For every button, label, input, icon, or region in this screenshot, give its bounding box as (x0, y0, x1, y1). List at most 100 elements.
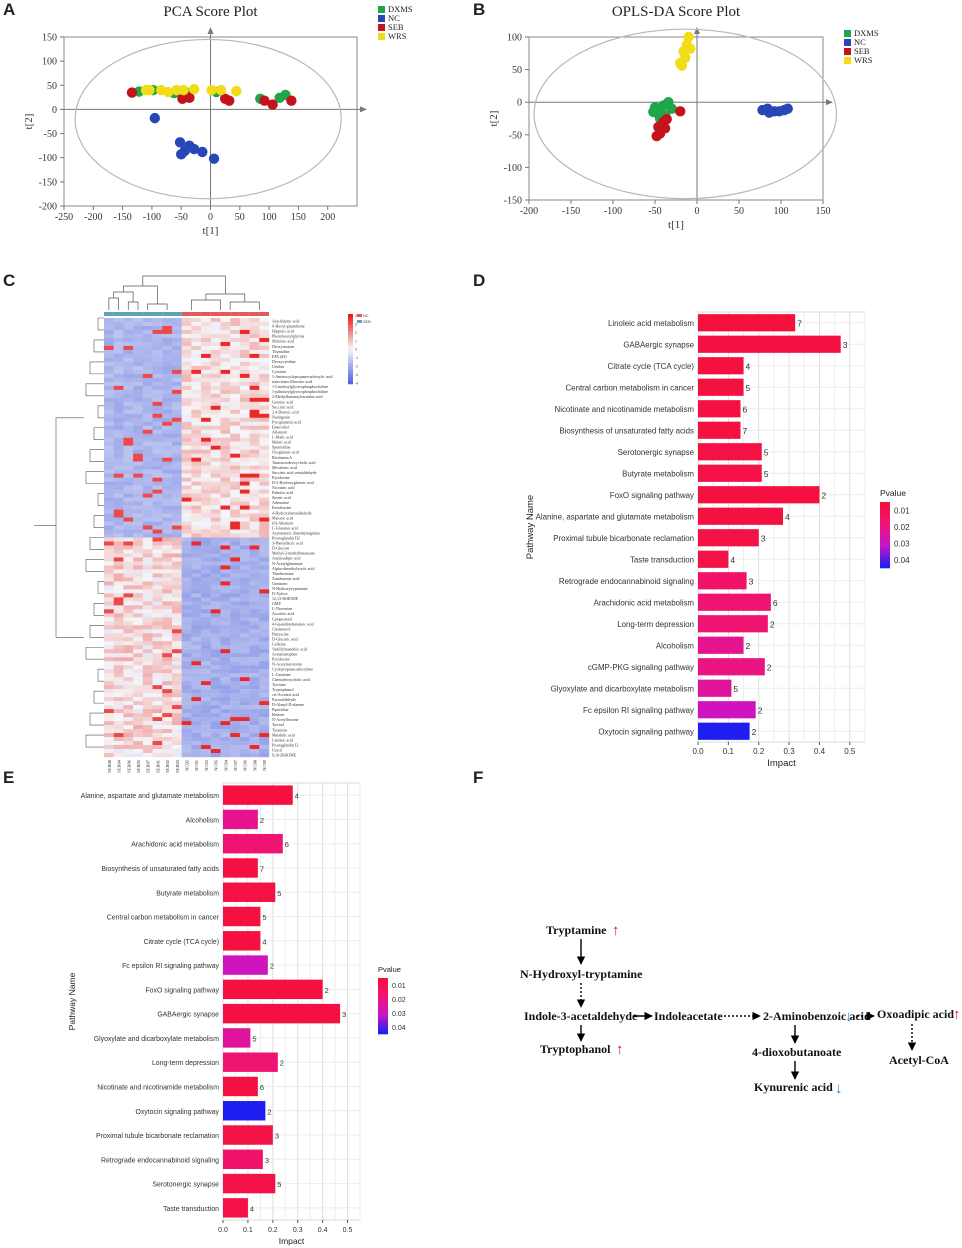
row-dendrogram (34, 317, 104, 748)
heatmap-cell (113, 545, 124, 550)
bar-count-label: 7 (260, 864, 264, 873)
group-bar-cell (152, 312, 163, 316)
heatmap-cell (142, 677, 153, 682)
heatmap-cell (113, 505, 124, 510)
heatmap-cell (133, 593, 144, 598)
heatmap-cell (133, 729, 144, 734)
heatmap-cell (171, 553, 182, 558)
row-label: (S)-Allantoin (272, 520, 293, 525)
heatmap-cell (123, 577, 134, 582)
heatmap-cell (123, 469, 134, 474)
heatmap-cell (181, 565, 192, 570)
heatmap-cell (201, 517, 211, 522)
heatmap-cell (171, 525, 182, 530)
row-label: Mevalonic acid (272, 465, 297, 470)
row-label: EPA (d5) (272, 354, 287, 359)
heatmap-cell (230, 413, 241, 418)
category-label: Arachidonic acid metabolism (594, 598, 695, 607)
down-arrow-icon: ↓ (845, 1009, 853, 1025)
heatmap-cell (191, 321, 202, 327)
heatmap-cell (123, 393, 134, 399)
heatmap-cell (133, 561, 144, 566)
heatmap-cell (133, 365, 144, 371)
heatmap-cell (162, 713, 173, 718)
heatmap-cell (259, 537, 270, 542)
heatmap-cell (259, 513, 270, 518)
sample-label: SEB01 (155, 760, 160, 773)
row-label: Prostaglandin I2 (272, 742, 298, 747)
heatmap-cell (181, 461, 192, 466)
heatmap-cell (239, 613, 250, 618)
heatmap-cell (162, 617, 173, 622)
heatmap-cell (171, 669, 182, 674)
heatmap-cell (249, 565, 260, 570)
heatmap-cell (191, 501, 202, 506)
heatmap-cell (171, 749, 182, 754)
heatmap-cell (239, 701, 250, 706)
heatmap-cell (210, 329, 221, 335)
row-label: Campesterol (272, 616, 293, 621)
heatmap-cell (171, 601, 182, 606)
sample-label: SEB07 (146, 759, 151, 773)
heatmap-cell (152, 329, 163, 335)
heatmap-cell (162, 489, 173, 494)
row-label: L-Carnitine (272, 672, 291, 677)
heatmap-cell (181, 477, 192, 482)
heatmap-cell (133, 677, 144, 682)
heatmap-cell (133, 621, 144, 626)
heatmap-cell (230, 581, 241, 586)
heatmap-cell (230, 453, 241, 458)
heatmap-cell (142, 445, 153, 450)
legend-gradient-step (378, 1006, 388, 1009)
heatmap-cell (191, 397, 202, 403)
heatmap-cell (133, 485, 144, 490)
heatmap-cell (152, 589, 163, 594)
heatmap-cell (220, 605, 231, 610)
heatmap-cell (230, 661, 241, 666)
pathway-bar (223, 882, 276, 902)
row-label: GMP (272, 601, 281, 606)
heatmap-cell (239, 581, 250, 586)
heatmap-cell (152, 561, 163, 566)
heatmap-cell (162, 693, 173, 698)
heatmap-cell (230, 673, 241, 678)
row-label: Adenosine (272, 500, 289, 505)
heatmap-cell (191, 365, 202, 371)
heatmap-cell (152, 629, 163, 634)
heatmap-cell (181, 701, 192, 706)
heatmap-cell (133, 389, 144, 395)
heatmap-cell (181, 665, 192, 670)
heatmap-cell (239, 565, 250, 570)
heatmap-cell (181, 541, 192, 546)
heatmap-cell (191, 409, 202, 414)
heatmap-cell (191, 637, 202, 642)
heatmap-cell (133, 397, 144, 403)
heatmap-cell (133, 625, 144, 630)
heatmap-cell (259, 441, 270, 446)
heatmap-cell (162, 637, 173, 642)
heatmap-cell (239, 641, 250, 646)
node-2-aminobenzoic-acid: 2-Aminobenzoic acid (763, 1009, 871, 1023)
heatmap-cell (220, 641, 231, 646)
heatmap-cell (142, 441, 153, 446)
heatmap-cell (171, 649, 182, 654)
row-label: Succinic acid semialdehyde (272, 470, 317, 475)
heatmap-cell (162, 533, 173, 538)
heatmap-cell (171, 473, 182, 478)
heatmap-cell (104, 585, 114, 590)
heatmap-cell (123, 541, 134, 546)
colorbar-step (348, 356, 353, 360)
heatmap-cell (133, 465, 144, 470)
pathway-bar (223, 1125, 273, 1145)
heatmap-cell (259, 381, 270, 387)
heatmap-cell (104, 581, 114, 586)
y-axis-label: Pathway Name (67, 972, 77, 1030)
heatmap-cell (191, 737, 202, 742)
heatmap-cell (133, 377, 144, 383)
heatmap-cell (142, 409, 153, 414)
heatmap-cell (104, 529, 114, 534)
heatmap-cell (230, 369, 241, 375)
heatmap-cell (259, 641, 270, 646)
heatmap-cell (113, 649, 124, 654)
heatmap-cell (123, 401, 134, 406)
